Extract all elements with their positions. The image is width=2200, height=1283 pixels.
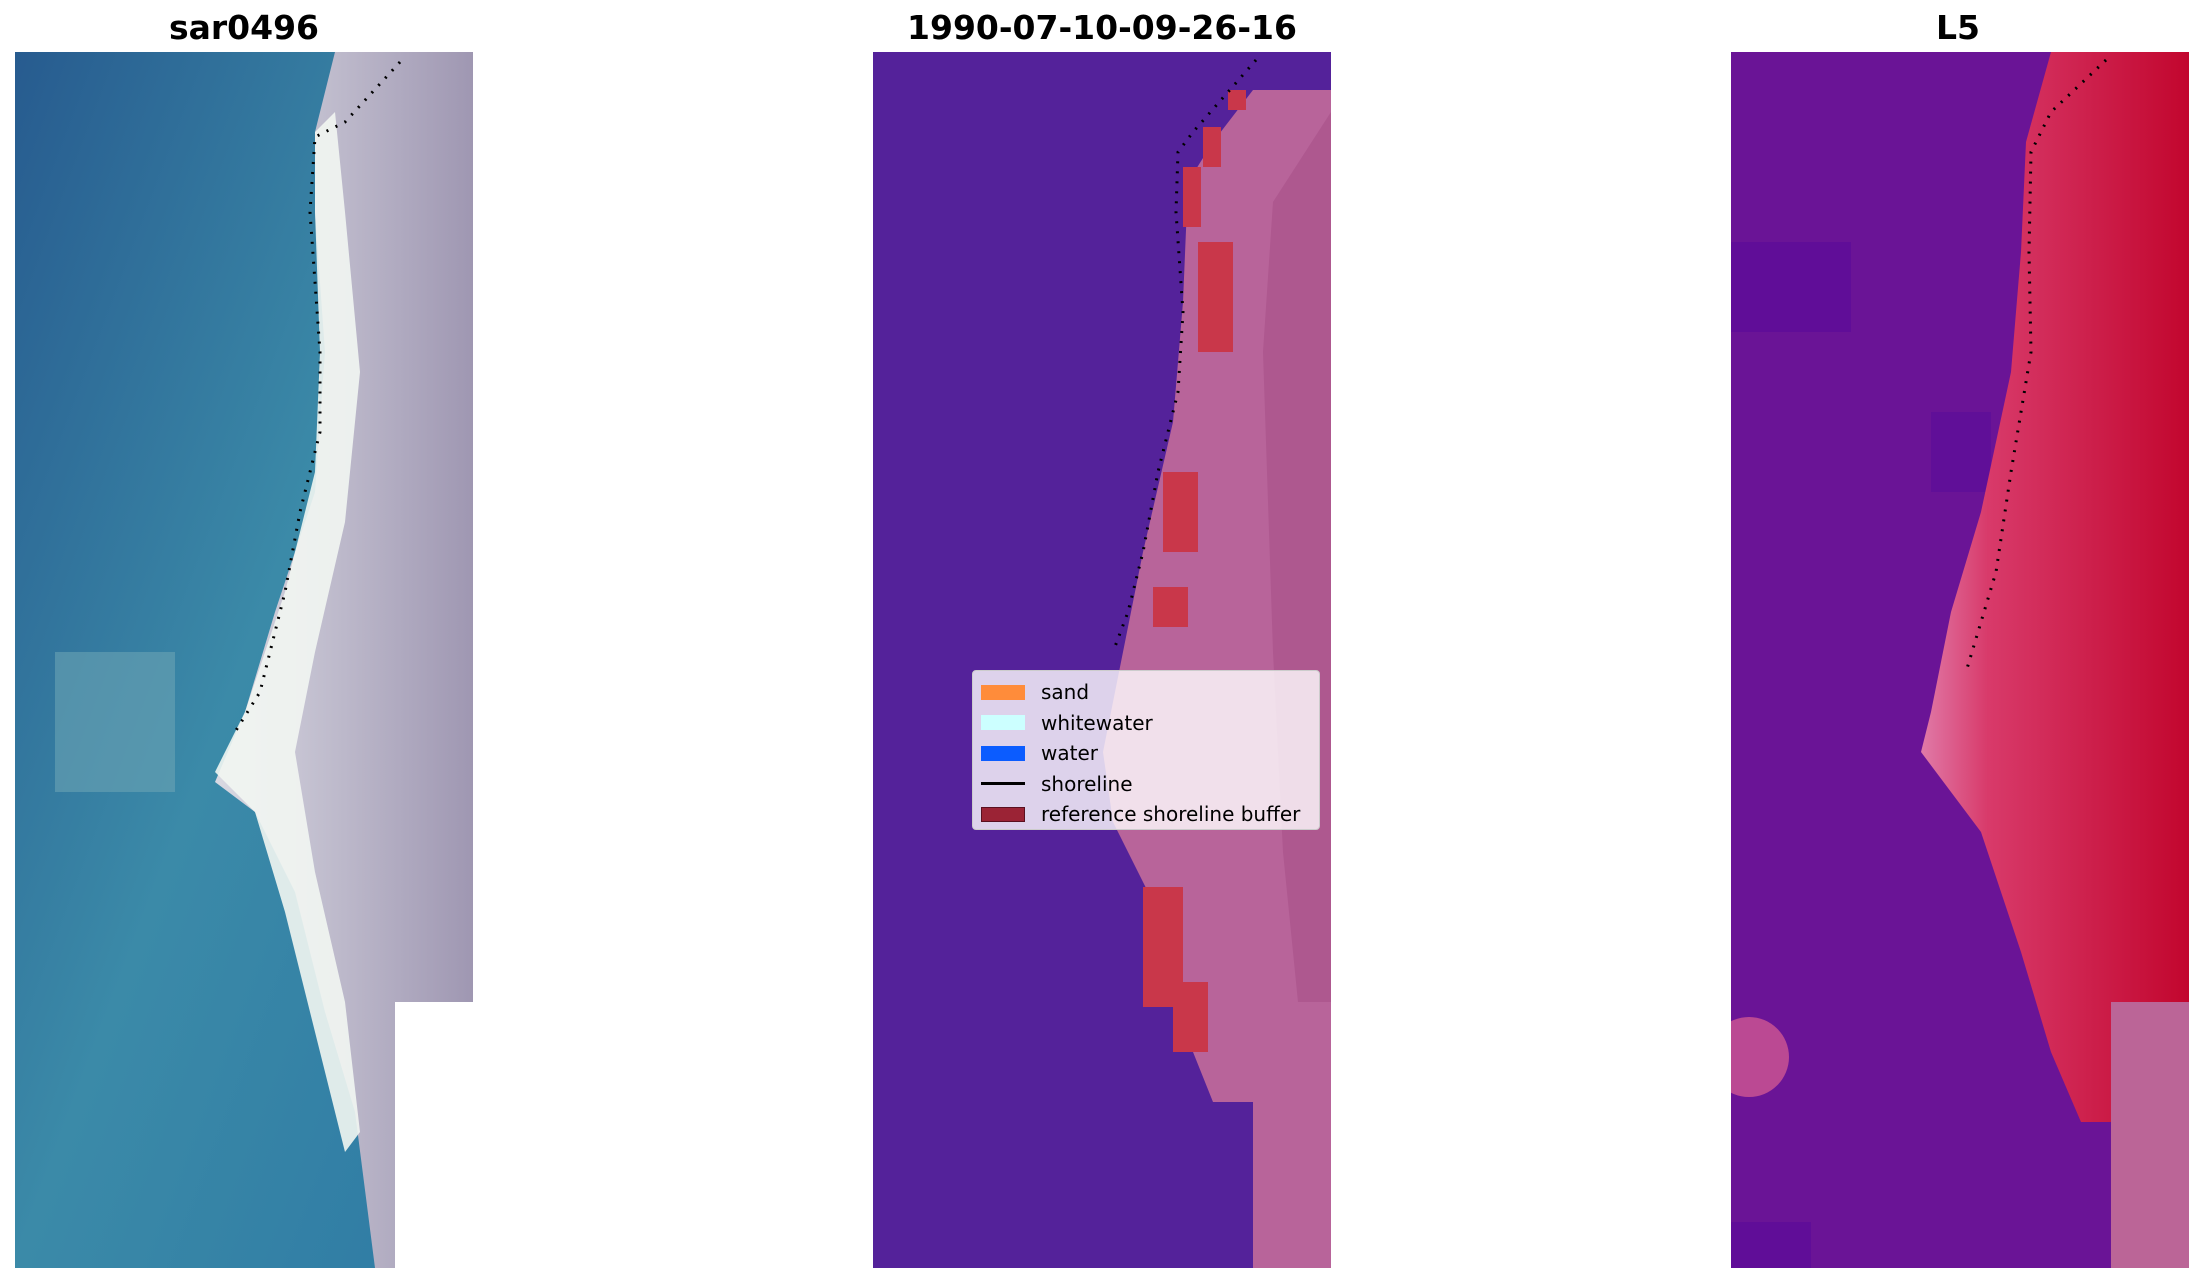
- legend-item-sand: sand: [981, 677, 1311, 708]
- legend-label: sand: [1041, 680, 1090, 705]
- legend: sand whitewater water shoreline referenc…: [972, 670, 1320, 830]
- shoreline-line-swatch: [981, 782, 1025, 786]
- legend-item-buffer: reference shoreline buffer: [981, 799, 1311, 830]
- sand-swatch: [981, 684, 1025, 700]
- legend-label: reference shoreline buffer: [1041, 802, 1301, 827]
- legend-item-water: water: [981, 738, 1311, 769]
- classification-panel: [873, 52, 1331, 1268]
- panel-title-index: L5: [1936, 8, 1980, 47]
- water-swatch: [981, 745, 1025, 761]
- legend-label: whitewater: [1041, 710, 1153, 735]
- whitewater-swatch: [981, 715, 1025, 731]
- legend-label: shoreline: [1041, 771, 1133, 796]
- rgb-image-panel: [15, 52, 473, 1268]
- panel-title-date: 1990-07-10-09-26-16: [907, 8, 1297, 47]
- index-panel: [1731, 52, 2189, 1268]
- legend-label: water: [1041, 741, 1098, 766]
- panel-title-rgb: sar0496: [168, 8, 320, 47]
- buffer-swatch: [981, 806, 1025, 822]
- legend-item-shoreline: shoreline: [981, 769, 1311, 800]
- legend-item-whitewater: whitewater: [981, 708, 1311, 739]
